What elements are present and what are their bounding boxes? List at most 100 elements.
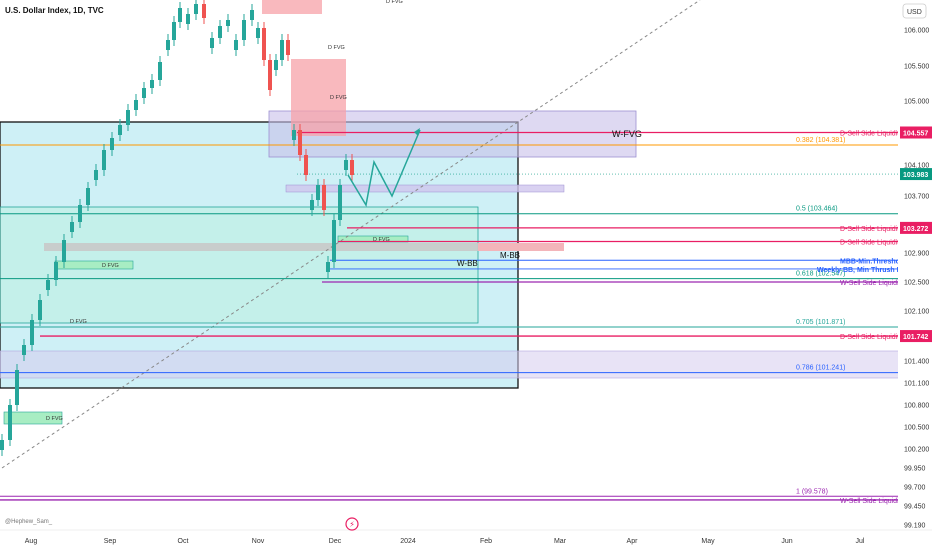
price-badge-label-1: 103.983 — [903, 172, 928, 179]
candle-body-46 — [332, 220, 336, 262]
candle-body-27 — [210, 38, 214, 48]
trendline — [1, 0, 701, 469]
y-tick-label-4: 103.700 — [904, 194, 929, 201]
time-axis-bg — [0, 530, 932, 550]
chart-title: U.S. Dollar Index, 1D, TVC — [5, 6, 104, 15]
candle-body-14 — [110, 138, 114, 150]
candle-body-0 — [0, 440, 4, 450]
x-tick-label-4: Dec — [329, 538, 342, 545]
candle-body-12 — [94, 170, 98, 180]
dfvg-label-4: D FVG — [46, 416, 63, 422]
dfvg-zone-green-1 — [3, 411, 63, 425]
candle-body-33 — [256, 28, 260, 38]
liquidity-label-0: D-Sell Side Liquidity — [840, 131, 903, 138]
candle-body-11 — [86, 188, 90, 205]
mbb-label: M-BB — [500, 251, 520, 260]
fvg-small-zone — [285, 184, 565, 193]
lightning-icon: ⚡ — [349, 520, 355, 529]
candle-body-19 — [150, 80, 154, 88]
y-tick-label-0: 106.000 — [904, 28, 929, 35]
candle-body-45 — [326, 262, 330, 272]
x-tick-label-3: Nov — [252, 538, 265, 545]
candle-body-34 — [262, 28, 266, 60]
currency-label: USD — [907, 9, 922, 16]
candle-body-16 — [126, 110, 130, 125]
y-tick-label-3: 104.100 — [904, 163, 929, 170]
y-tick-label-12: 100.800 — [904, 403, 929, 410]
liquidity-label-4: D-Sell Side Liquidity — [840, 334, 903, 341]
watermark: @Hephew_Sam_ — [5, 519, 53, 525]
candle-body-22 — [172, 22, 176, 40]
candle-body-49 — [350, 160, 354, 175]
liquidity-label-1: D-Sell Side Liquidity — [840, 226, 903, 233]
mbb-zone — [0, 121, 519, 389]
price-badge-0 — [900, 126, 932, 139]
y-tick-label-10: 101.400 — [904, 359, 929, 366]
wfvg-label: W-FVG — [612, 129, 642, 139]
dfvg-label-3: D FVG — [70, 319, 87, 325]
candle-body-41 — [304, 155, 308, 175]
fib-label-1: 0.5 (103.464) — [796, 206, 838, 213]
x-tick-label-1: Sep — [104, 538, 117, 545]
gray-band — [44, 243, 564, 251]
fib-label-5: 1 (99.578) — [796, 488, 828, 495]
fib-label-2: 0.618 (102.547) — [796, 271, 845, 278]
candle-body-42 — [310, 200, 314, 210]
price-badge-label-2: 103.272 — [903, 226, 928, 233]
candle-body-8 — [62, 240, 66, 262]
y-tick-label-15: 99.950 — [904, 466, 926, 473]
x-tick-label-6: Feb — [480, 538, 492, 545]
liquidity-label-5: W-Sell Side Liquidity → — [840, 498, 913, 505]
candle-body-37 — [280, 40, 284, 60]
candle-body-10 — [78, 205, 82, 222]
candle-body-18 — [142, 88, 146, 98]
candle-body-26 — [202, 4, 206, 18]
candle-body-29 — [226, 20, 230, 26]
candle-body-30 — [234, 40, 238, 50]
pink-band — [478, 243, 564, 251]
candle-body-5 — [38, 300, 42, 320]
dfvg-zone-green-3 — [54, 260, 134, 270]
fvg-zone-lower — [0, 350, 901, 379]
candle-body-44 — [322, 185, 326, 210]
candle-body-17 — [134, 100, 138, 110]
x-tick-label-0: Aug — [25, 538, 38, 545]
x-tick-label-9: May — [701, 538, 715, 545]
price-badge-2 — [900, 221, 932, 234]
y-tick-label-8: 102.100 — [904, 309, 929, 316]
x-tick-label-2: Oct — [178, 538, 189, 545]
y-tick-label-14: 100.200 — [904, 447, 929, 454]
price-badge-label-3: 101.742 — [903, 334, 928, 341]
bb-label-0: MBB-Min.Threshold — [840, 258, 906, 265]
y-tick-label-17: 99.450 — [904, 504, 926, 511]
y-tick-label-2: 105.000 — [904, 99, 929, 106]
candle-body-7 — [54, 262, 58, 280]
fib-label-4: 0.786 (101.241) — [796, 365, 845, 372]
dfvg-zone-top — [262, 0, 322, 14]
y-tick-label-1: 105.500 — [904, 64, 929, 71]
candle-body-40 — [298, 130, 302, 155]
y-tick-label-13: 100.500 — [904, 425, 929, 432]
candle-body-36 — [274, 60, 278, 70]
candle-body-15 — [118, 125, 122, 135]
projection-arrowhead — [414, 128, 420, 136]
candle-body-6 — [46, 280, 50, 290]
fib-label-3: 0.705 (101.871) — [796, 319, 845, 326]
lightning-icon-ring — [345, 517, 359, 531]
candle-body-25 — [194, 4, 198, 14]
y-tick-label-11: 101.100 — [904, 381, 929, 388]
x-tick-label-10: Jun — [781, 538, 792, 545]
candle-body-21 — [166, 40, 170, 50]
price-badge-3 — [900, 330, 932, 343]
y-tick-label-18: 99.190 — [904, 523, 926, 530]
projection-path — [347, 129, 421, 208]
dfvg-label-0: D FVG — [328, 45, 345, 51]
candle-body-13 — [102, 150, 106, 170]
candle-body-28 — [218, 26, 222, 38]
liquidity-label-3: W-Sell Side Liquidity → — [840, 280, 913, 287]
candle-body-2 — [15, 370, 19, 405]
candle-body-35 — [268, 60, 272, 90]
x-tick-label-11: Jul — [856, 538, 865, 545]
candle-body-9 — [70, 222, 74, 232]
